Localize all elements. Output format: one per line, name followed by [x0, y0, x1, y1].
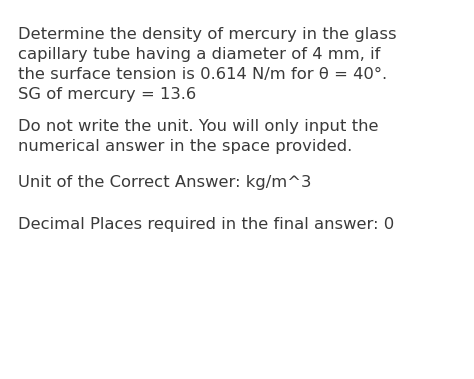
Text: Do not write the unit. You will only input the: Do not write the unit. You will only inp… [18, 119, 379, 135]
Text: Determine the density of mercury in the glass: Determine the density of mercury in the … [18, 27, 397, 41]
Text: capillary tube having a diameter of 4 mm, if: capillary tube having a diameter of 4 mm… [18, 47, 380, 61]
Text: SG of mercury = 13.6: SG of mercury = 13.6 [18, 86, 196, 102]
Text: the surface tension is 0.614 N/m for θ = 40°.: the surface tension is 0.614 N/m for θ =… [18, 66, 387, 81]
Text: Decimal Places required in the final answer: 0: Decimal Places required in the final ans… [18, 216, 394, 232]
Text: numerical answer in the space provided.: numerical answer in the space provided. [18, 139, 352, 155]
Text: Unit of the Correct Answer: kg/m^3: Unit of the Correct Answer: kg/m^3 [18, 175, 311, 191]
